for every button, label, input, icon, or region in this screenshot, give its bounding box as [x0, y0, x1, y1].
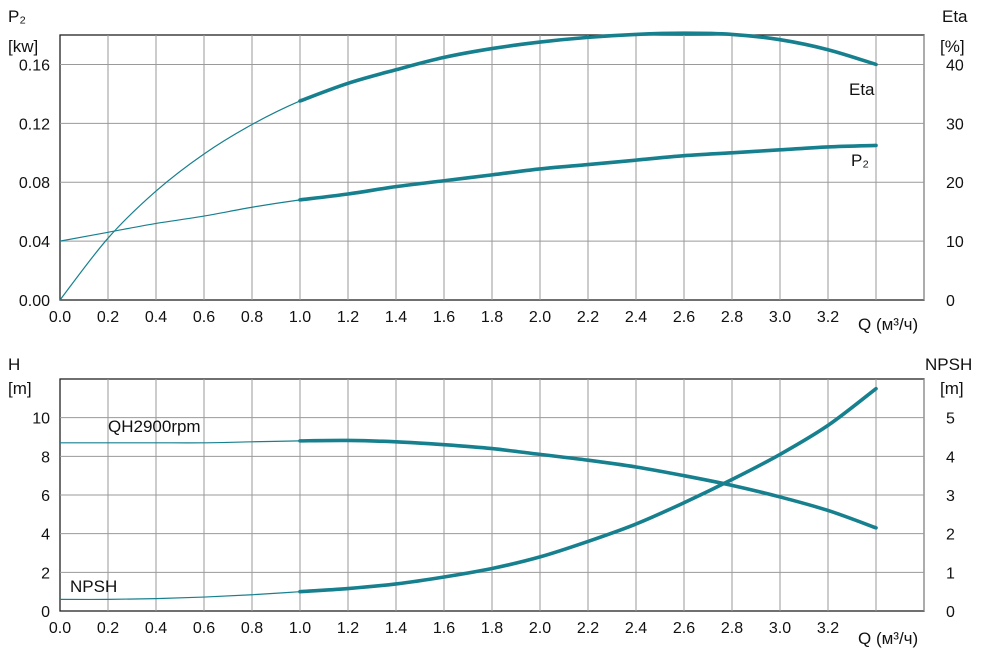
- chart1-left-axis-name: P₂: [8, 7, 26, 26]
- x-tick-label: 0.8: [241, 620, 263, 637]
- x-tick-label: 2.2: [577, 620, 599, 637]
- chart2-left-axis-name: H: [8, 355, 20, 374]
- left-tick-label: 0.00: [19, 293, 50, 310]
- left-tick-label: 0.04: [19, 234, 50, 251]
- left-tick-label: 6: [41, 488, 50, 505]
- chart1-series-label-eta: Eta: [849, 80, 875, 99]
- chart1-series: [59, 31, 878, 301]
- chart2-series: [59, 386, 878, 601]
- chart1-right-axis-unit: [%]: [940, 37, 965, 56]
- x-tick-label: 0.6: [193, 309, 215, 326]
- c2-qh2900rpm-curve: [59, 439, 877, 529]
- chart2-series-label-npsh: NPSH: [70, 577, 117, 596]
- right-tick-label: 1: [946, 565, 955, 582]
- chart2-left-axis-unit: [m]: [8, 379, 32, 398]
- right-tick-label: 20: [946, 175, 964, 192]
- x-tick-label: 1.0: [289, 309, 311, 326]
- x-tick-label: 0.0: [49, 309, 71, 326]
- left-tick-label: 0: [41, 604, 50, 621]
- x-tick-label: 1.8: [481, 620, 503, 637]
- x-tick-label: 1.4: [385, 309, 407, 326]
- x-tick-label: 2.6: [673, 309, 695, 326]
- left-tick-label: 0.08: [19, 175, 50, 192]
- right-tick-label: 30: [946, 116, 964, 133]
- left-tick-label: 10: [32, 411, 50, 428]
- left-tick-label: 0.12: [19, 116, 50, 133]
- right-tick-label: 0: [946, 604, 955, 621]
- x-tick-label: 1.2: [337, 620, 359, 637]
- right-tick-label: 0: [946, 293, 955, 310]
- x-tick-label: 0.2: [97, 309, 119, 326]
- chart1-left-axis-unit: [kw]: [8, 37, 38, 56]
- chart1-x-tick-labels: 0.0 0.2 0.4 0.6 0.8 1.0 1.2 1.4 1.6 1.8 2.0 2.2 2.4 2…: [49, 309, 839, 326]
- x-tick-label: 3.0: [769, 309, 791, 326]
- chart1-x-axis-label: Q (м³/ч): [858, 315, 918, 334]
- left-tick-label: 2: [41, 565, 50, 582]
- x-tick-label: 1.4: [385, 620, 407, 637]
- x-tick-label: 1.8: [481, 309, 503, 326]
- right-tick-label: 10: [946, 234, 964, 251]
- c1-p-operating-range: [298, 143, 878, 202]
- c2-qh2900rpm-operating-range: [298, 438, 878, 530]
- c1-eta-curve: [59, 32, 877, 301]
- x-tick-label: 1.6: [433, 309, 455, 326]
- x-tick-label: 2.8: [721, 620, 743, 637]
- chart1-left-tick-labels: 0.00 0.04 0.08 0.12 0.16: [19, 57, 50, 310]
- left-tick-label: 4: [41, 527, 50, 544]
- x-tick-label: 0.4: [145, 620, 167, 637]
- x-tick-label: 0.6: [193, 620, 215, 637]
- x-tick-label: 0.8: [241, 309, 263, 326]
- chart2-x-tick-labels: 0.0 0.2 0.4 0.6 0.8 1.0 1.2 1.4 1.6 1.8 2.0 2.2 2.4 2…: [49, 620, 839, 637]
- right-tick-label: 2: [946, 527, 955, 544]
- chart1-vertical-gridlines: [107, 35, 925, 300]
- chart1-horizontal-gridlines: [60, 63, 924, 242]
- chart2-right-tick-labels: 0 1 2 3 4 5: [946, 411, 955, 621]
- right-tick-label: 5: [946, 411, 955, 428]
- chart2-horizontal-gridlines: [60, 417, 924, 573]
- x-tick-label: 2.8: [721, 309, 743, 326]
- left-tick-label: 0.16: [19, 57, 50, 74]
- chart2-x-axis-label: Q (м³/ч): [858, 629, 918, 648]
- right-tick-label: 3: [946, 488, 955, 505]
- x-tick-label: 1.2: [337, 309, 359, 326]
- x-tick-label: 0.0: [49, 620, 71, 637]
- x-tick-label: 0.2: [97, 620, 119, 637]
- left-tick-label: 8: [41, 449, 50, 466]
- chart2-right-axis-name: NPSH: [925, 355, 972, 374]
- right-tick-label: 40: [946, 57, 964, 74]
- chart1-right-tick-labels: 0 10 20 30 40: [946, 57, 964, 310]
- chart2-right-axis-unit: [m]: [940, 379, 964, 398]
- chart2-left-tick-labels: 0 2 4 6 8 10: [32, 411, 50, 621]
- chart1-series-label-p2: P₂: [851, 151, 869, 170]
- x-tick-label: 1.0: [289, 620, 311, 637]
- chart1-right-axis-name: Eta: [942, 7, 968, 26]
- x-tick-label: 2.2: [577, 309, 599, 326]
- x-tick-label: 2.0: [529, 620, 551, 637]
- chart1-plot-area: [59, 34, 925, 301]
- c1-p-curve: [59, 144, 877, 242]
- chart2-plot-area: [59, 378, 925, 612]
- c2-npsh-operating-range: [298, 386, 878, 594]
- c1-eta-operating-range: [298, 31, 878, 103]
- x-tick-label: 2.6: [673, 620, 695, 637]
- x-tick-label: 3.2: [817, 620, 839, 637]
- x-tick-label: 2.0: [529, 309, 551, 326]
- right-tick-label: 4: [946, 449, 955, 466]
- x-tick-label: 2.4: [625, 309, 647, 326]
- x-tick-label: 3.0: [769, 620, 791, 637]
- chart2-series-label-qh: QH2900rpm: [108, 417, 201, 436]
- x-tick-label: 0.4: [145, 309, 167, 326]
- x-tick-label: 3.2: [817, 309, 839, 326]
- x-tick-label: 2.4: [625, 620, 647, 637]
- x-tick-label: 1.6: [433, 620, 455, 637]
